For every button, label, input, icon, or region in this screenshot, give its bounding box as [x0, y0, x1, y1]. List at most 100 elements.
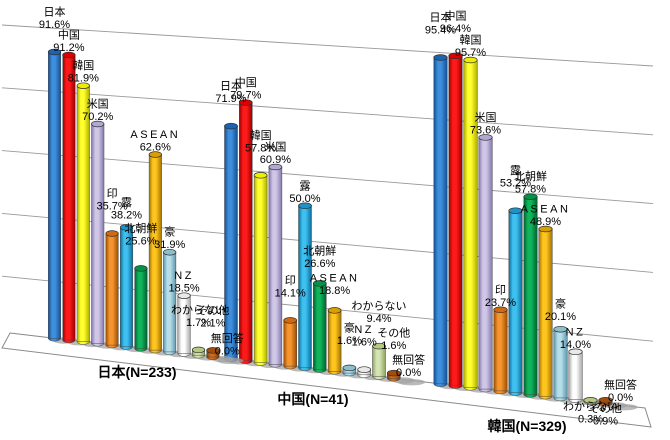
cylinder-top: [283, 317, 298, 324]
bar-中国(N=41)-米国: [268, 163, 283, 368]
bar-label-name: ASEAN: [310, 272, 360, 284]
bar-label-日本(N=233)-印: 印35.7%: [96, 187, 127, 213]
bar-label-中国(N=41)-印: 印14.1%: [275, 274, 306, 300]
cylinder-top: [508, 207, 523, 214]
cylinder-top: [463, 56, 478, 64]
bar-中国(N=41)-日本: [224, 122, 238, 363]
bar-label-中国(N=41)-露: 露50.0%: [289, 179, 320, 205]
bar-label-value: 96.4%: [440, 23, 471, 35]
bar-label-value: 91.2%: [53, 42, 84, 54]
bar-label-value: 95.4%: [425, 25, 456, 37]
cylinder-top: [493, 306, 508, 314]
bar-日本(N=233)-ASEAN: [148, 151, 162, 354]
bar-label-中国(N=41)-NZ: NZ1.6%: [352, 324, 377, 349]
bar-韓国(N=329)-韓国: [463, 56, 478, 391]
cylinder-side: [62, 54, 76, 341]
cylinder-top: [148, 151, 162, 158]
gridline: [1, 24, 654, 67]
bar-label-name: 韓国: [250, 129, 272, 142]
bar-日本(N=233)-日本: [47, 48, 62, 342]
gridline: [1, 150, 654, 205]
bar-label-name: 中国: [235, 76, 257, 89]
bar-label-value: 62.6%: [140, 142, 171, 154]
bar-日本(N=233)-北朝鮮: [134, 265, 148, 352]
bar-label-value: 71.9%: [215, 93, 246, 105]
bar-label-name: 印: [107, 187, 118, 200]
cylinder-side: [268, 166, 283, 365]
cylinder-top: [238, 99, 253, 106]
bar-日本(N=233)-韓国: [76, 82, 90, 345]
bar-group-韓国(N=329): [433, 52, 638, 411]
cylinder-side: [148, 154, 162, 351]
bar-中国(N=41)-わからない: [372, 342, 386, 380]
bar-label-name: その他: [377, 327, 410, 340]
bar-label-韓国(N=329)-印: 印23.7%: [485, 283, 516, 309]
cylinder-top: [191, 346, 206, 354]
cylinder-side: [478, 137, 493, 390]
bar-中国(N=41)-豪: [342, 364, 357, 377]
bar-label-name: NZ: [174, 270, 194, 282]
group-label: 中国(N=41): [277, 391, 348, 407]
bar-shadow: [609, 404, 638, 411]
bar-shadow: [217, 357, 244, 364]
bar-日本(N=233)-米国: [91, 120, 105, 347]
bar-label-value: 81.9%: [68, 73, 99, 85]
bar-label-name: 無回答: [392, 353, 425, 367]
bar-label-name: NZ: [566, 326, 586, 338]
bar-label-value: 23.7%: [485, 297, 516, 309]
cylinder-side: [433, 57, 448, 385]
group-label: 韓国(N=329): [488, 418, 567, 434]
bar-label-value: 0.3%: [578, 414, 603, 426]
cylinder-top: [91, 120, 105, 128]
bar-label-value: 57.8%: [245, 142, 276, 154]
cylinder-top: [298, 202, 312, 210]
bar-label-韓国(N=329)-豪: 豪20.1%: [545, 297, 576, 324]
bar-label-name: 韓国: [460, 34, 482, 47]
cylinder-top: [268, 163, 283, 171]
bar-shadow: [397, 379, 426, 386]
bar-中国(N=41)-その他: [386, 369, 401, 382]
cylinder-top: [386, 369, 401, 377]
cylinder-top: [47, 48, 62, 56]
bar-中国(N=41)-ASEAN: [327, 307, 342, 375]
cylinder-top: [327, 307, 342, 314]
bar-label-value: 1.7%: [186, 317, 211, 329]
bar-韓国(N=329)-印: [493, 306, 508, 395]
bar-label-中国(N=41)-豪: 豪1.6%: [337, 320, 362, 347]
bar-日本(N=233)-わからない: [191, 346, 206, 359]
bar-label-value: 48.9%: [530, 216, 561, 228]
cylinder-top: [253, 172, 268, 179]
bar-label-value: 57.8%: [515, 184, 546, 196]
data-labels: 無回答0.0%その他0.9%わからない0.3%NZ14.0%豪20.1%ASEA…: [39, 5, 637, 428]
bar-label-value: 79.7%: [230, 90, 261, 102]
bar-label-value: 53.2%: [500, 178, 531, 190]
bar-label-value: 14.0%: [560, 339, 591, 351]
bar-label-name: NZ: [354, 324, 374, 336]
group-label: 日本(N=233): [98, 364, 177, 380]
bar-label-name: 露: [300, 179, 311, 192]
bar-中国(N=41)-北朝鮮: [312, 280, 327, 373]
bar-label-value: 26.6%: [304, 258, 335, 270]
bar-label-value: 9.4%: [366, 313, 391, 325]
bar-label-name: 印: [495, 283, 506, 296]
bar-label-name: 北朝鮮: [124, 221, 157, 235]
bar-label-value: 18.8%: [319, 285, 350, 297]
bar-label-name: 露: [510, 164, 521, 177]
bar-label-value: 0.0%: [215, 346, 240, 358]
cylinder-top: [583, 397, 598, 404]
cylinder-top: [433, 54, 448, 61]
bar-label-value: 50.0%: [289, 193, 320, 205]
